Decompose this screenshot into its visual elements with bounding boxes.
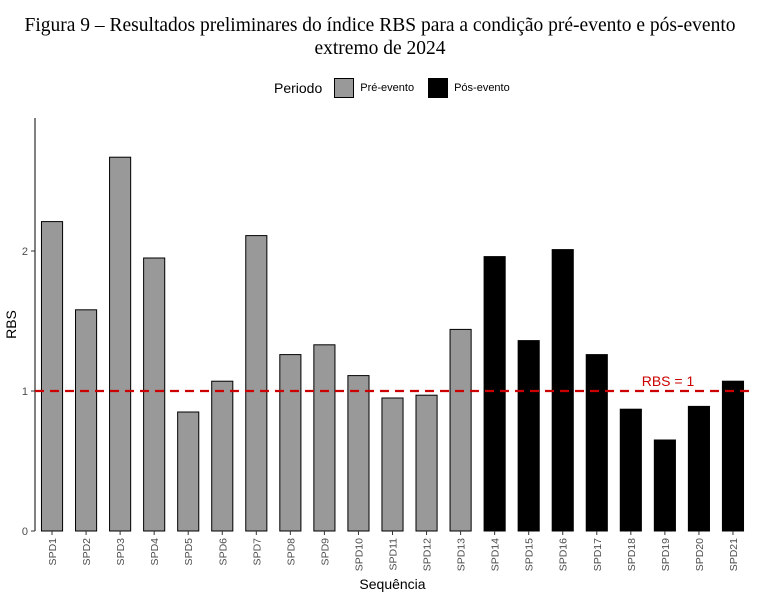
y-tick-label: 0	[22, 526, 28, 538]
x-axis-title: Sequência	[359, 576, 425, 592]
x-tick-label: SPD21	[728, 538, 740, 571]
reference-line-label: RBS = 1	[642, 373, 695, 389]
bar-spd20	[687, 405, 710, 532]
bar-spd21	[721, 380, 745, 532]
x-tick-label: SPD13	[456, 538, 468, 571]
legend-key-pos-evento	[428, 78, 449, 98]
x-tick-label: SPD12	[422, 538, 434, 571]
x-tick-label: SPD17	[592, 538, 604, 571]
x-tick-label: SPD10	[353, 538, 365, 571]
bar-spd5	[177, 411, 200, 532]
x-tick-label: SPD3	[115, 538, 127, 566]
bar-spd18	[619, 408, 642, 532]
bar-spd1	[40, 221, 64, 532]
x-tick-label: SPD1	[47, 538, 59, 566]
x-tick-label: SPD18	[626, 538, 638, 571]
bar-spd13	[449, 328, 472, 532]
x-tick-label: SPD6	[217, 538, 229, 566]
legend-title: Periodo	[274, 80, 323, 96]
y-axis-title: RBS	[3, 310, 19, 339]
x-tick-label: SPD16	[558, 538, 570, 571]
bar-spd2	[75, 309, 98, 532]
x-tick-label: SPD2	[81, 538, 93, 566]
legend: Periodo Pré-evento Pós-evento	[274, 76, 518, 100]
bar-spd6	[211, 380, 234, 532]
x-tick-label: SPD4	[149, 538, 161, 566]
y-tick-label: 1	[22, 386, 28, 398]
x-tick-label: SPD11	[388, 538, 400, 571]
y-tick-label: 2	[22, 246, 28, 258]
bar-spd14	[483, 256, 506, 532]
bar-spd15	[517, 340, 540, 532]
bar-spd3	[109, 156, 132, 532]
x-tick-label: SPD15	[524, 538, 536, 571]
chart-title: Figura 9 – Resultados preliminares do ín…	[24, 15, 736, 59]
x-tick-label: SPD5	[183, 538, 195, 566]
legend-key-pre-evento	[334, 78, 355, 98]
bar-spd10	[347, 375, 370, 532]
x-tick-label: SPD7	[251, 538, 263, 566]
legend-label-pos-evento: Pós-evento	[454, 82, 510, 94]
x-tick-label: SPD14	[490, 538, 502, 571]
x-tick-label: SPD19	[660, 538, 672, 571]
bar-spd12	[415, 394, 438, 532]
bar-spd4	[143, 257, 166, 532]
bar-spd8	[279, 354, 302, 532]
x-tick-label: SPD20	[694, 538, 706, 571]
bar-spd17	[585, 354, 608, 532]
x-tick-label: SPD8	[285, 538, 297, 566]
bar-spd7	[245, 235, 268, 532]
x-tick-label: SPD9	[319, 538, 331, 566]
bar-spd11	[381, 397, 404, 532]
bar-spd9	[313, 344, 336, 532]
bar-spd19	[653, 439, 676, 532]
legend-label-pre-evento: Pré-evento	[360, 82, 415, 94]
